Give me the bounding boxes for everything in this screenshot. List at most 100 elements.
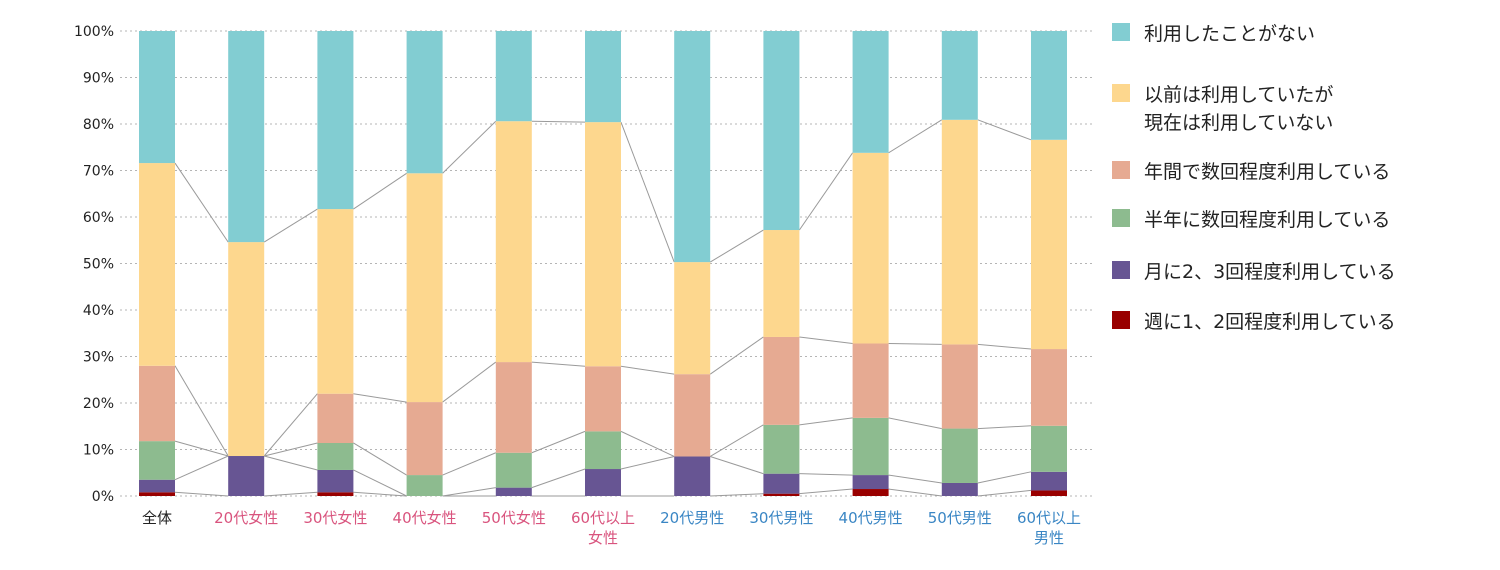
legend-item: 年間で数回程度利用している: [1112, 158, 1390, 186]
connector-line: [620, 430, 675, 457]
bar-segment: [139, 492, 175, 496]
bar-segment: [1031, 425, 1067, 472]
bar-segment: [139, 441, 175, 480]
connector-line: [709, 424, 764, 457]
bar-segment: [495, 121, 532, 363]
legend-item: 週に1、2回程度利用している: [1112, 308, 1396, 336]
x-category-label: 60代以上男性: [1017, 509, 1081, 547]
legend-item: 月に2、3回程度利用している: [1112, 258, 1396, 286]
connector-line: [174, 440, 229, 457]
connector-line: [174, 162, 229, 243]
y-tick-label: 20%: [83, 396, 114, 412]
connector-line: [977, 119, 1032, 141]
bar-segment: [1031, 349, 1067, 426]
connector-line: [531, 120, 586, 123]
connector-line: [888, 417, 942, 430]
legend-swatch: [1112, 161, 1130, 179]
bar-segment: [585, 469, 621, 496]
bar-segment: [585, 31, 621, 123]
bar-segment: [139, 479, 175, 493]
bar-segment: [406, 402, 443, 476]
bar-segment: [317, 469, 354, 493]
y-tick-label: 10%: [83, 443, 114, 459]
connector-line: [799, 488, 853, 495]
bar-segment: [1031, 471, 1067, 491]
bar-segment: [585, 122, 621, 367]
bar-segment: [495, 362, 532, 453]
connector-line: [977, 343, 1032, 350]
bar-segment: [139, 31, 175, 164]
legend-label: 半年に数回程度利用している: [1144, 209, 1391, 231]
x-category-label: 30代女性: [303, 509, 367, 527]
connector-line: [710, 493, 764, 497]
x-category-label: 60代以上女性: [571, 509, 635, 547]
bar-segment: [317, 31, 354, 210]
connector-line: [799, 336, 853, 344]
legend-swatch: [1112, 23, 1130, 41]
connector-line: [442, 487, 496, 497]
bar-segment: [317, 442, 354, 470]
bar-segment: [852, 475, 889, 490]
connector-line: [710, 455, 764, 475]
y-tick-label: 70%: [83, 164, 114, 180]
legend-label: 年間で数回程度利用している: [1144, 161, 1391, 183]
y-tick-label: 30%: [83, 350, 114, 366]
bar-segment: [763, 31, 800, 231]
bar-segment: [228, 456, 265, 496]
bar-segment: [585, 431, 621, 470]
x-category-label: 20代女性: [214, 509, 278, 527]
connector-line: [620, 121, 675, 263]
bar-segment: [674, 262, 711, 375]
connector-line: [531, 468, 586, 489]
bar-segment: [852, 31, 889, 153]
bar-segment: [941, 31, 978, 120]
y-tick-label: 90%: [83, 71, 114, 87]
connector-line: [531, 430, 586, 454]
bar-segment: [763, 230, 800, 337]
bar-segment: [139, 365, 175, 442]
connector-line: [353, 491, 407, 497]
connector-line: [353, 393, 407, 403]
bar-segment: [406, 173, 443, 403]
legend-label: 利用したことがない: [1144, 23, 1316, 45]
bar-segment: [317, 393, 354, 443]
connector-line: [353, 172, 407, 210]
stacked-bar-chart: 0% 10% 20% 30% 40% 50% 60% 70% 80% 90% 100% 全体 20代女…: [74, 24, 1095, 547]
legend-item: 利用したことがない: [1112, 20, 1315, 48]
legend-label: 月に2、3回程度利用している: [1144, 261, 1396, 283]
bar-segment: [317, 209, 354, 394]
connector-line: [888, 342, 942, 345]
y-axis-ticks: 0% 10% 20% 30% 40% 50% 60% 70% 80% 90% 100%: [74, 24, 114, 505]
bar-segment: [941, 482, 978, 496]
bar-segment: [1031, 139, 1067, 350]
connector-line: [353, 469, 407, 497]
bar-segment: [228, 31, 265, 243]
x-category-label: 40代女性: [393, 509, 457, 527]
connector-line: [888, 488, 942, 497]
bar-segment: [941, 344, 978, 429]
connector-line: [799, 417, 853, 426]
bar-segment: [495, 31, 532, 122]
y-tick-label: 60%: [83, 210, 114, 226]
connector-line: [977, 489, 1032, 497]
bar-segment: [852, 343, 889, 418]
connector-line: [977, 425, 1032, 430]
connector-line: [709, 336, 764, 375]
legend-swatch: [1112, 209, 1130, 227]
bar-segment: [1031, 490, 1067, 496]
legend-item: 以前は利用していたが 現在は利用していない: [1112, 81, 1333, 137]
connector-line: [264, 455, 318, 471]
connector-line: [888, 474, 942, 484]
x-category-label: 30代男性: [749, 509, 813, 527]
bar-segment: [406, 475, 443, 496]
bar-segment: [317, 492, 354, 496]
connector-line: [174, 491, 229, 497]
bar-segment: [763, 424, 800, 474]
connector-line: [531, 361, 586, 367]
x-category-label: 50代女性: [482, 509, 546, 527]
connector-line: [799, 473, 853, 476]
y-tick-label: 80%: [83, 117, 114, 133]
connector-line: [264, 442, 318, 457]
connector-line: [353, 442, 407, 476]
bar-segment: [763, 473, 800, 494]
